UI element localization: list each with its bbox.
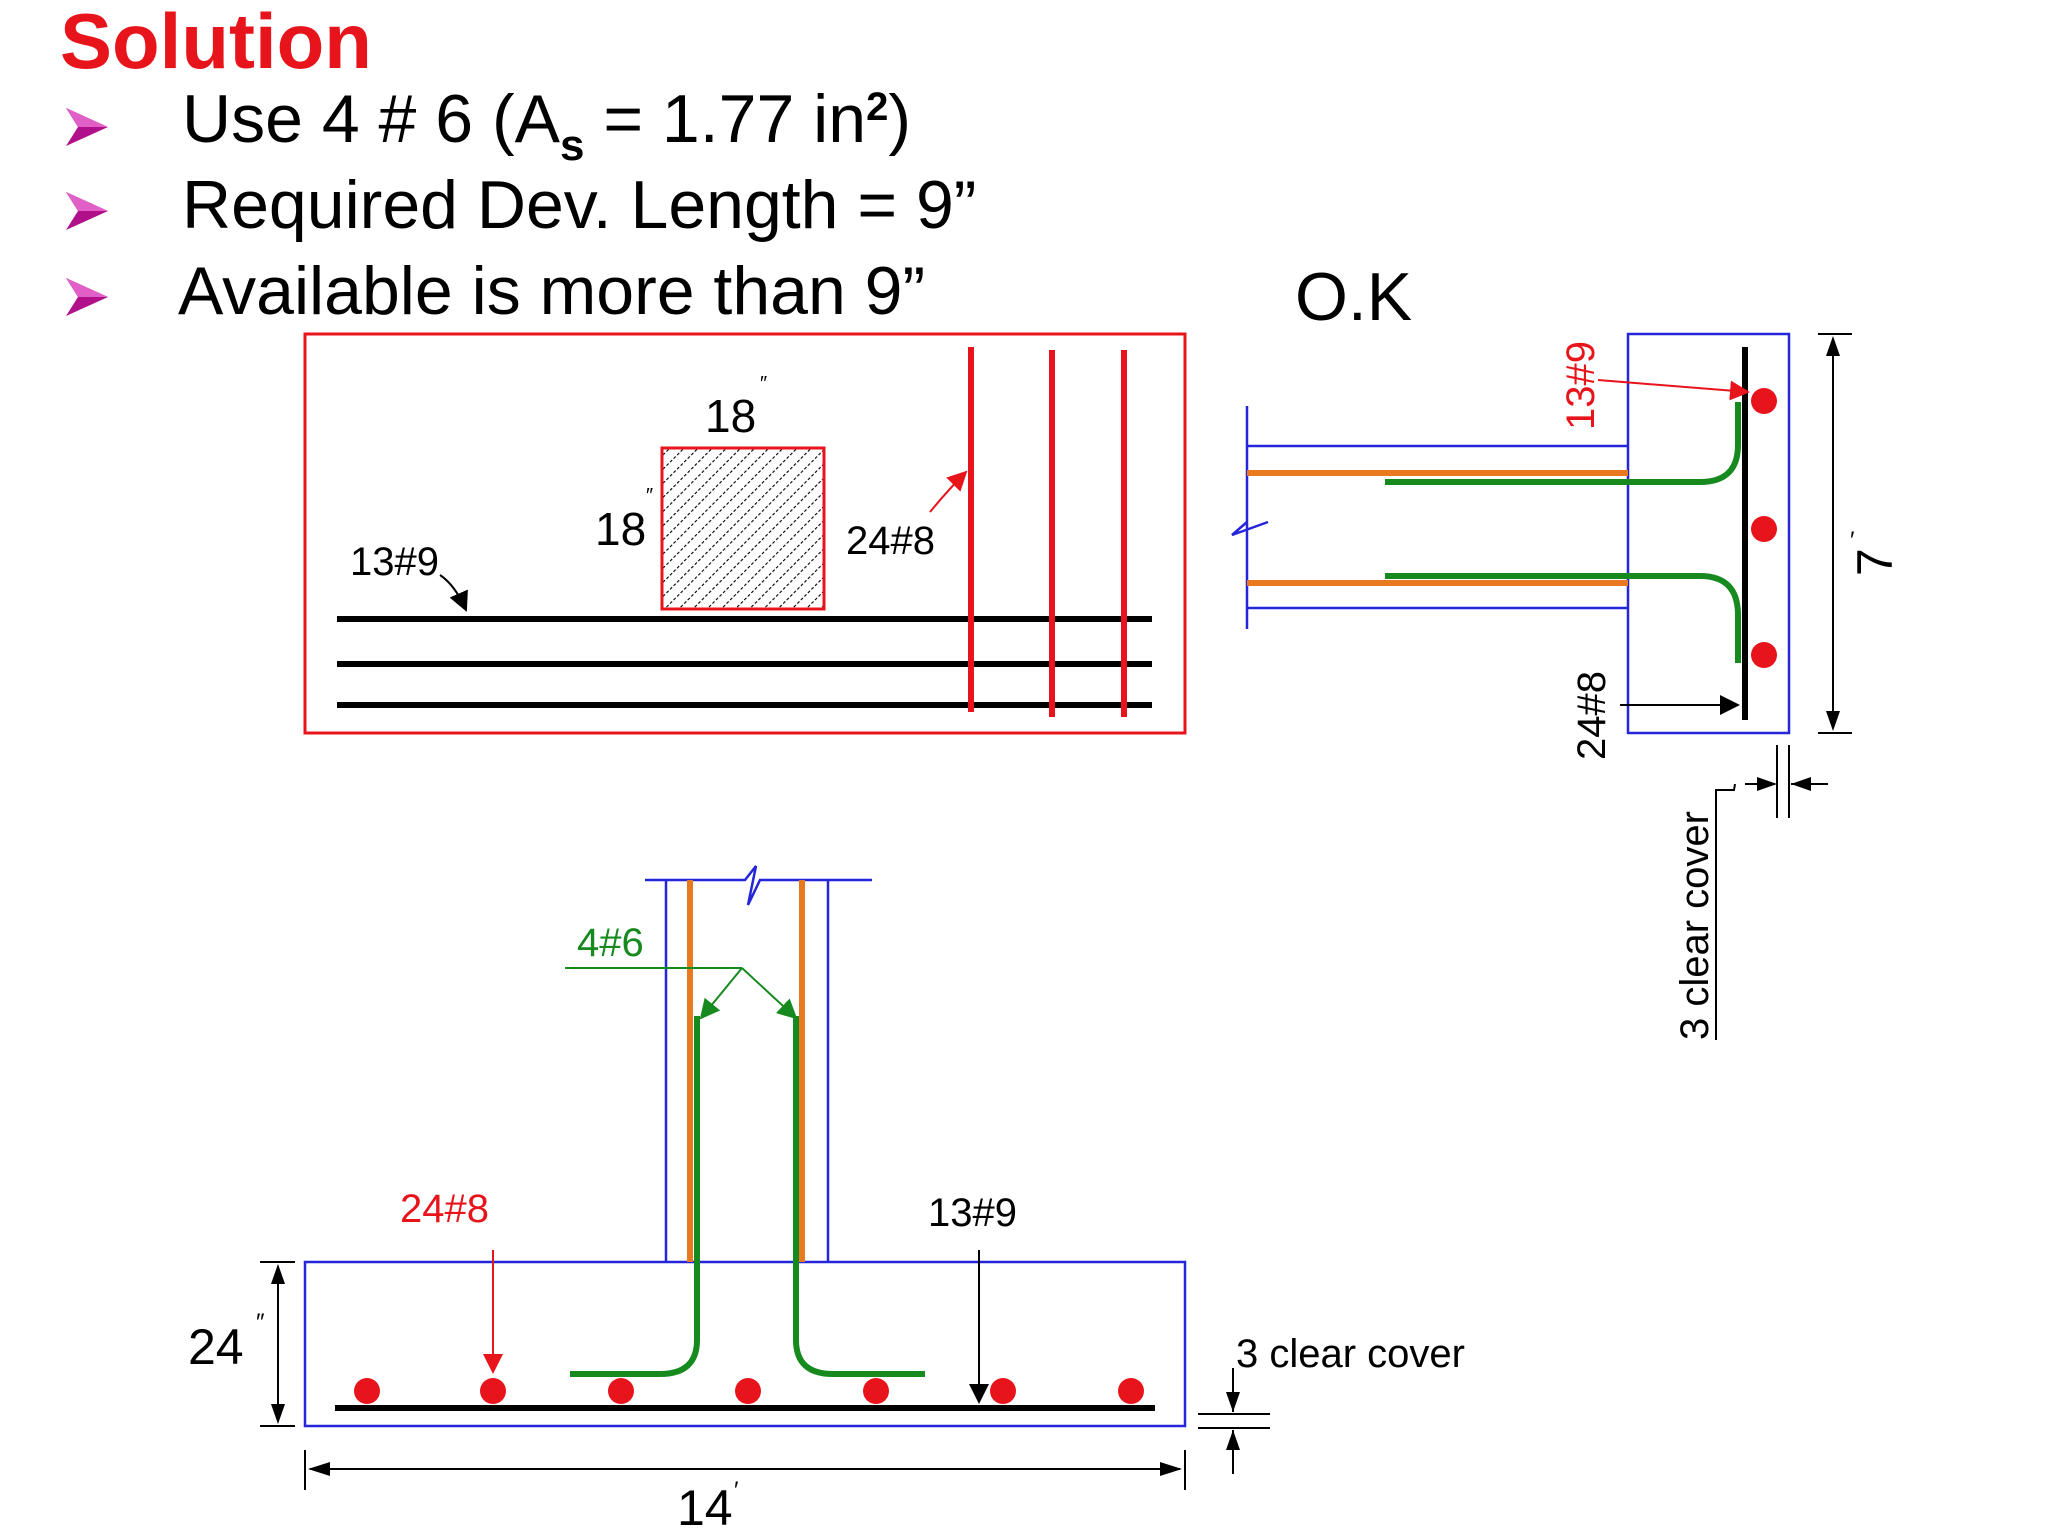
area-subscript: s — [559, 121, 585, 170]
bullet-available-length: Available is more than 9” — [178, 253, 926, 329]
bullet-arrow-icon — [66, 192, 108, 230]
dowel-bars-label: 4#6 — [577, 921, 644, 965]
side-cover-label: 3 clear cover — [1673, 811, 1717, 1040]
front-cover-label: 3 clear cover — [1236, 1332, 1465, 1376]
thickness-label: 24 — [188, 1319, 244, 1375]
plan-view: 18 ″ 18 ″ 13#9 24#8 — [303, 332, 1187, 735]
front-red-bar-label: 24#8 — [400, 1187, 489, 1231]
solution-heading: Solution — [60, 0, 372, 85]
width-label: 14 — [677, 1480, 733, 1536]
svg-text:″: ″ — [646, 485, 653, 507]
bullet-use-bars-prefix: Use 4 # 6 (A — [182, 81, 560, 157]
side-bottom-bar-label: 24#8 — [1570, 671, 1614, 760]
column-hatched — [660, 446, 826, 611]
area-superscript: 2 — [866, 85, 889, 129]
svg-text:″: ″ — [256, 1309, 265, 1336]
bullet-use-bars: Use 4 # 6 (As = 1.77 in2) — [182, 80, 912, 170]
plan-column-depth-label: 18 — [595, 503, 646, 555]
plan-short-bar-label: 24#8 — [846, 519, 935, 563]
bullet-arrow-icon — [66, 108, 108, 146]
bullet-arrow-icon — [66, 278, 108, 316]
svg-text:′: ′ — [1850, 527, 1855, 554]
side-depth-label: 7 — [1847, 548, 1903, 576]
front-black-bar-label: 13#9 — [928, 1191, 1017, 1235]
svg-text:″: ″ — [760, 373, 767, 395]
status-ok: O.K — [1295, 259, 1413, 335]
side-section: 13#9 24#8 7 ′ 3 clear cover — [1231, 332, 1903, 1040]
bullet-use-bars-mid: = 1.77 in — [584, 81, 867, 157]
plan-column-width-label: 18 — [705, 390, 756, 442]
bullet-use-bars-end: ) — [888, 81, 912, 157]
plan-long-bar-label: 13#9 — [350, 540, 439, 584]
bullet-required-length: Required Dev. Length = 9” — [182, 167, 977, 243]
side-top-bar-label: 13#9 — [1559, 341, 1603, 430]
front-section: 4#6 24#8 13#9 24 ″ 14 ′ 3 clear cover — [188, 865, 1465, 1536]
svg-text:′: ′ — [734, 1477, 739, 1504]
